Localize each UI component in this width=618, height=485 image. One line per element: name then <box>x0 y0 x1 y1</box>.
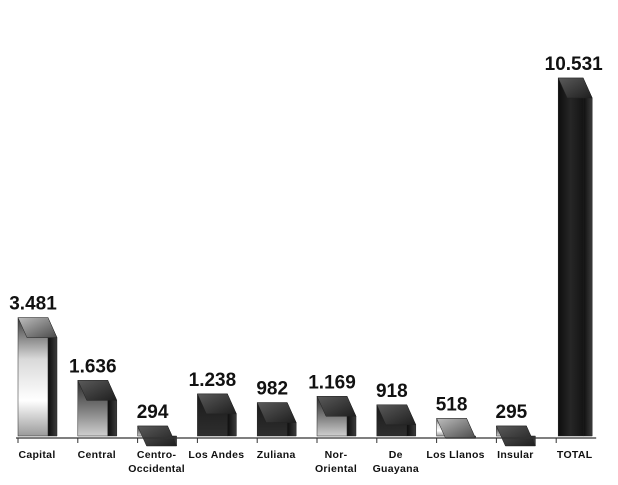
bar-top-face <box>496 425 536 447</box>
bar-6 <box>376 404 417 437</box>
bar-side-face <box>582 77 593 437</box>
bar-top-face <box>197 393 237 415</box>
x-axis <box>16 437 597 443</box>
bar-top-face <box>376 404 417 426</box>
category-label-1: Central <box>78 449 116 461</box>
bar-top-face <box>77 380 118 401</box>
category-label-line: Zuliana <box>257 449 296 461</box>
category-label-line: Insular <box>497 449 534 461</box>
category-label-line: Central <box>78 449 116 461</box>
bar-7 <box>436 418 476 439</box>
bar-0 <box>17 317 58 437</box>
category-label-4: Zuliana <box>257 449 296 461</box>
data-label-4: 982 <box>256 379 288 400</box>
bar-2 <box>137 425 177 447</box>
category-label-line: Occidental <box>128 463 185 475</box>
category-label-line: Capital <box>18 449 55 461</box>
category-label-8: Insular <box>497 449 534 461</box>
bar-8 <box>496 425 536 447</box>
bar-top-face <box>557 77 593 99</box>
bar-9 <box>557 77 593 437</box>
category-label-9: TOTAL <box>557 449 593 461</box>
data-label-3: 1.238 <box>189 370 237 391</box>
category-label-line: Guayana <box>373 463 419 475</box>
bar-front-face <box>557 77 584 437</box>
data-label-9: 10.531 <box>545 54 604 75</box>
category-label-0: Capital <box>18 449 55 461</box>
bar-top-face <box>137 425 177 447</box>
bar-4 <box>256 402 297 437</box>
category-label-5: Nor- Oriental <box>315 449 357 475</box>
data-label-1: 1.636 <box>69 356 117 377</box>
category-label-line: Los Andes <box>188 449 244 461</box>
bar-top-face <box>17 317 58 338</box>
bar-1 <box>77 380 118 437</box>
data-label-7: 518 <box>436 394 468 415</box>
data-label-2: 294 <box>137 402 169 423</box>
bar-top-face <box>256 402 297 423</box>
bars-layer <box>17 77 593 447</box>
data-label-8: 295 <box>496 402 528 423</box>
category-label-line: Oriental <box>315 463 357 475</box>
data-label-6: 918 <box>376 381 408 402</box>
category-label-line: Los Llanos <box>426 449 484 461</box>
data-label-5: 1.169 <box>308 372 356 393</box>
category-label-6: De Guayana <box>373 449 419 475</box>
bar-3 <box>197 393 237 437</box>
bar-5 <box>316 396 357 437</box>
category-label-line: Nor- <box>325 449 348 461</box>
bar-top-face <box>316 396 357 417</box>
category-label-line: De <box>389 449 403 461</box>
data-label-0: 3.481 <box>9 294 57 315</box>
category-label-line: Centro- <box>137 449 177 461</box>
labels-layer: 3.481 Capital 1.636 Central 294 Centro- Occide… <box>9 54 603 475</box>
category-label-3: Los Andes <box>188 449 244 461</box>
category-label-7: Los Llanos <box>426 449 484 461</box>
category-label-line: TOTAL <box>557 449 593 461</box>
category-label-2: Centro- Occidental <box>128 449 185 475</box>
